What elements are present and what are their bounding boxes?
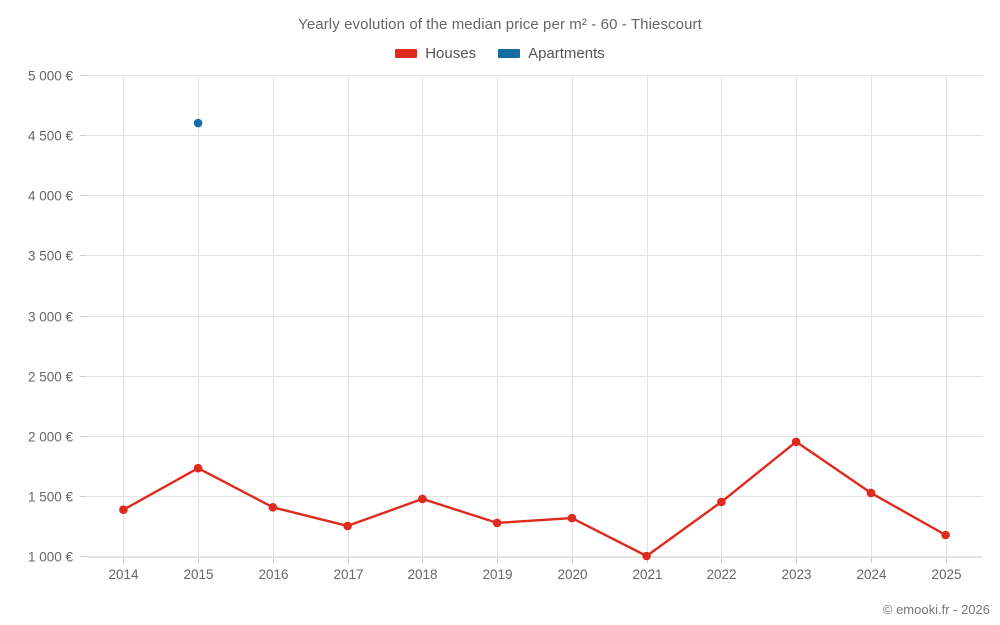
x-tick-label: 2021 (632, 567, 662, 582)
x-tick-label: 2019 (482, 567, 512, 582)
y-tick-label: 2 000 € (28, 430, 74, 445)
y-axis-tick-labels: 1 000 € 1 500 € 2 000 € 2 500 € 3 000 € 3 500… (28, 69, 74, 565)
x-tick-label: 2016 (258, 567, 288, 582)
data-point-marker[interactable] (941, 530, 950, 540)
legend-item-houses[interactable]: Houses (395, 45, 476, 62)
y-tick-label: 3 500 € (28, 249, 74, 264)
y-tick-label: 4 000 € (28, 189, 74, 204)
data-point-marker[interactable] (268, 503, 278, 512)
y-tick-label: 1 000 € (28, 550, 74, 565)
x-tick-label: 2024 (856, 567, 887, 582)
x-axis-tick-labels: 2014 2015 2016 2017 2018 2019 2020 2021 2022 2023… (108, 567, 961, 582)
series-line (122, 440, 947, 558)
data-point-marker[interactable] (343, 521, 352, 531)
grid-lines (80, 75, 983, 563)
chart-legend: Houses Apartments (0, 45, 1000, 62)
data-point-marker[interactable] (492, 518, 502, 528)
x-tick-label: 2022 (706, 567, 736, 582)
data-point-marker[interactable] (193, 118, 203, 128)
y-tick-label: 3 000 € (28, 310, 74, 325)
y-tick-label: 5 000 € (28, 69, 74, 84)
series-lines (122, 440, 947, 558)
copyright-credit: © emooki.fr - 2026 (882, 602, 990, 617)
x-tick-label: 2023 (781, 567, 811, 582)
data-point-marker[interactable] (866, 488, 876, 498)
y-tick-label: 1 500 € (28, 490, 74, 505)
x-tick-label: 2025 (931, 567, 961, 582)
y-tick-label: 2 500 € (28, 370, 74, 385)
x-tick-label: 2015 (183, 567, 213, 582)
legend-swatch-houses (395, 49, 418, 58)
chart-title: Yearly evolution of the median price per… (298, 16, 702, 33)
data-point-marker[interactable] (418, 494, 427, 504)
y-tick-label: 4 500 € (28, 129, 74, 144)
data-point-marker[interactable] (642, 551, 651, 561)
data-point-marker[interactable] (567, 513, 577, 523)
data-point-marker[interactable] (193, 463, 203, 473)
data-point-marker[interactable] (717, 497, 726, 507)
data-point-marker[interactable] (791, 437, 801, 447)
series-data-points (119, 118, 950, 561)
x-tick-label: 2017 (333, 567, 363, 582)
legend-label-apartments: Apartments (528, 45, 605, 62)
x-tick-label: 2014 (108, 567, 139, 582)
x-tick-label: 2018 (407, 567, 437, 582)
legend-label-houses: Houses (425, 45, 477, 62)
legend-item-apartments[interactable]: Apartments (498, 45, 605, 62)
x-tick-label: 2020 (557, 567, 587, 582)
data-point-marker[interactable] (119, 505, 128, 514)
legend-swatch-apartments (498, 49, 521, 58)
